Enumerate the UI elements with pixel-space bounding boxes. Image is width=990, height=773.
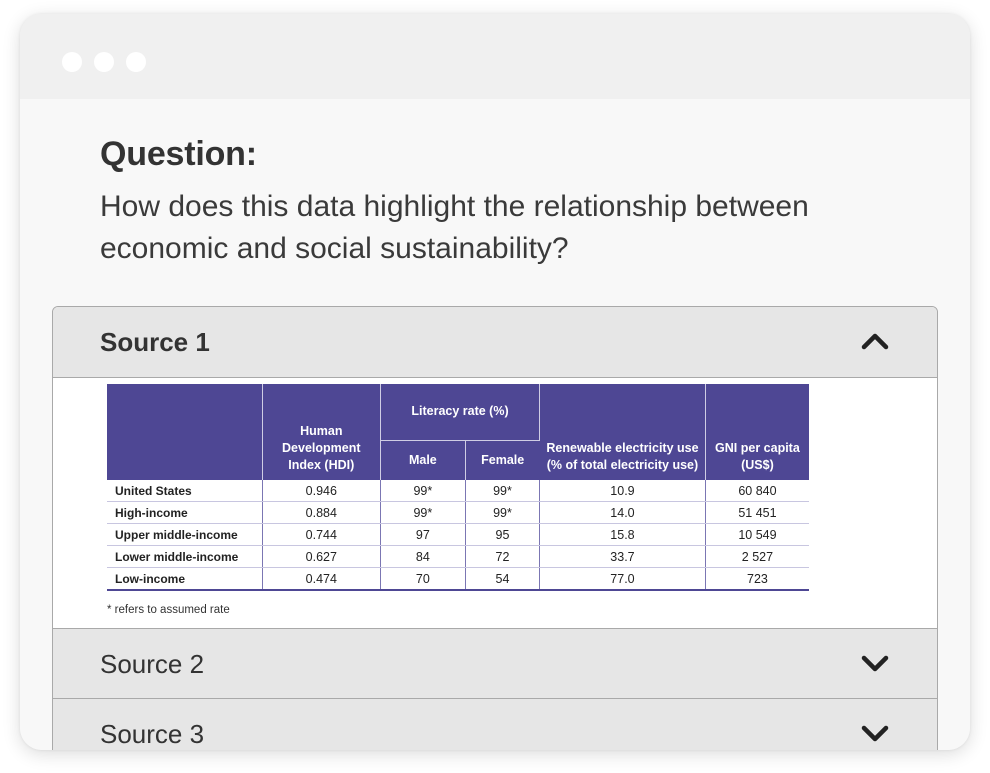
female-literacy-cell: 99*: [465, 501, 541, 524]
question-panel: Question: How does this data highlight t…: [20, 99, 970, 750]
female-literacy-cell: 95: [465, 523, 541, 546]
source-1-title: Source 1: [100, 327, 210, 357]
row-label: High-income: [107, 501, 263, 524]
table-row: High-income 0.884 99* 99* 14.0 51 451: [107, 501, 809, 524]
browser-window: Question: How does this data highlight t…: [20, 14, 970, 750]
gni-cell: 51 451: [705, 501, 809, 524]
gni-cell: 10 549: [705, 523, 809, 546]
renewable-cell: 10.9: [539, 480, 706, 502]
hdi-cell: 0.884: [262, 501, 381, 524]
row-label: Lower middle-income: [107, 545, 263, 568]
table-row: Lower middle-income 0.627 84 72 33.7 2 5…: [107, 545, 809, 568]
male-literacy-cell: 84: [380, 545, 466, 568]
window-dot-icon[interactable]: [62, 52, 82, 72]
table-header-literacy: Literacy rate (%): [380, 384, 541, 441]
hdi-cell: 0.627: [262, 545, 381, 568]
female-literacy-cell: 99*: [465, 480, 541, 502]
renewable-cell: 14.0: [539, 501, 706, 524]
female-literacy-cell: 72: [465, 545, 541, 568]
renewable-cell: 15.8: [539, 523, 706, 546]
source-3-header[interactable]: Source 3: [53, 698, 937, 750]
source-2-title: Source 2: [100, 649, 205, 679]
hdi-cell: 0.474: [262, 567, 381, 591]
row-label: United States: [107, 480, 263, 502]
window-titlebar: [20, 14, 970, 99]
table-header-female: Female: [465, 440, 540, 480]
table-row: Low-income 0.474 70 54 77.0 723: [107, 567, 809, 591]
male-literacy-cell: 99*: [380, 480, 466, 502]
table-header-hdi: Human Development Index (HDI): [262, 384, 381, 480]
renewable-cell: 33.7: [539, 545, 706, 568]
source-1-header[interactable]: Source 1: [53, 307, 937, 378]
hdi-cell: 0.946: [262, 480, 381, 502]
hdi-cell: 0.744: [262, 523, 381, 546]
male-literacy-cell: 97: [380, 523, 466, 546]
table-header-blank: [107, 384, 263, 480]
window-dot-icon[interactable]: [94, 52, 114, 72]
question-text: How does this data highlight the relatio…: [100, 190, 809, 265]
source-2-header[interactable]: Source 2: [53, 628, 937, 700]
table-header-renewable: Renewable electricity use (% of total el…: [539, 384, 706, 480]
female-literacy-cell: 54: [465, 567, 541, 591]
male-literacy-cell: 99*: [380, 501, 466, 524]
gni-cell: 2 527: [705, 545, 809, 568]
source-1-content: Human Development Index (HDI) Literacy r…: [53, 378, 937, 628]
hdi-data-table: Human Development Index (HDI) Literacy r…: [107, 384, 809, 591]
gni-cell: 723: [705, 567, 809, 591]
table-row: United States 0.946 99* 99* 10.9 60 840: [107, 480, 809, 502]
chevron-down-icon: [861, 725, 889, 742]
source-3-title: Source 3: [100, 719, 205, 749]
sources-accordion: Source 1 Human Development Index (HDI) L…: [52, 306, 938, 750]
table-row: Upper middle-income 0.744 97 95 15.8 10 …: [107, 523, 809, 546]
question-heading: Question:: [100, 135, 257, 173]
row-label: Upper middle-income: [107, 523, 263, 546]
window-dot-icon[interactable]: [126, 52, 146, 72]
table-header-gni: GNI per capita (US$): [705, 384, 809, 480]
gni-cell: 60 840: [705, 480, 809, 502]
chevron-down-icon: [861, 655, 889, 672]
chevron-up-icon: [861, 333, 889, 350]
row-label: Low-income: [107, 567, 263, 591]
table-footnote: * refers to assumed rate: [107, 604, 230, 616]
male-literacy-cell: 70: [380, 567, 466, 591]
renewable-cell: 77.0: [539, 567, 706, 591]
table-header-male: Male: [380, 440, 466, 480]
